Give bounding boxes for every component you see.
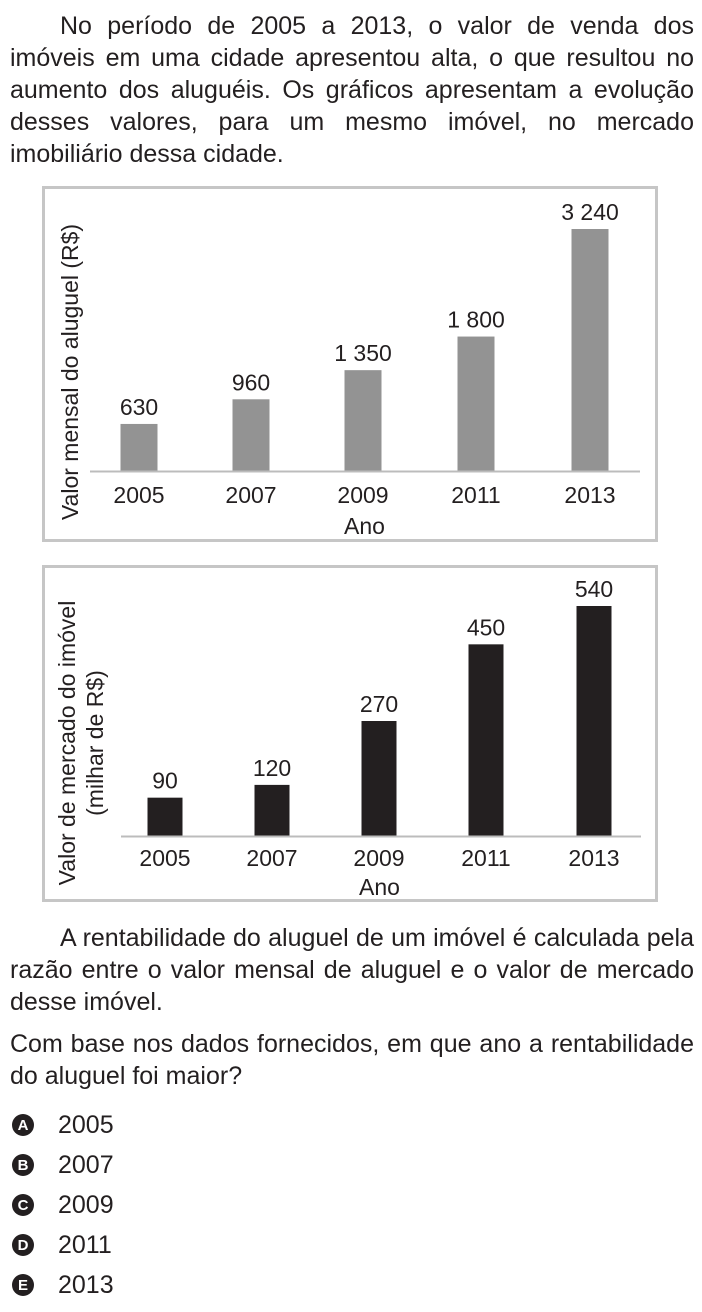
bar-2013 (571, 229, 609, 471)
data-label-2013: 3 240 (561, 199, 619, 225)
data-label-2005: 90 (152, 768, 178, 794)
bar-2005 (147, 797, 183, 836)
data-label-2009: 1 350 (334, 340, 392, 366)
option-b[interactable]: B 2007 (10, 1145, 114, 1185)
x-tick-label-2009: 2009 (353, 845, 404, 871)
x-tick-label-2011: 2011 (461, 845, 510, 871)
x-axis-title: Ano (344, 513, 385, 539)
answer-options: A 2005 B 2007 C 2009 D 2011 E 2013 (10, 1105, 114, 1305)
y-axis-title-line-0: Valor de mercado do imóvel (54, 601, 80, 886)
data-label-2011: 450 (467, 614, 505, 640)
y-axis-title-line-1: (milhar de R$) (82, 670, 108, 816)
x-tick-label-2007: 2007 (246, 845, 297, 871)
market-value-chart-svg: 90 2005 120 2007 270 2009 450 2011 540 2013 Ano Val… (54, 576, 641, 899)
x-tick-label-2011: 2011 (451, 482, 500, 508)
question-definition: A rentabilidade do aluguel de um imóvel … (10, 924, 694, 1016)
x-tick-label-2013: 2013 (564, 482, 615, 508)
data-label-2009: 270 (360, 691, 398, 717)
option-a-text: 2005 (58, 1111, 114, 1139)
market-value-chart: 90 2005 120 2007 270 2009 450 2011 540 2013 Ano Val… (42, 565, 658, 902)
option-e-text: 2013 (58, 1271, 114, 1299)
bar-2009 (361, 721, 397, 836)
x-tick-label-2007: 2007 (225, 482, 276, 508)
question-intro: No período de 2005 a 2013, o valor de ve… (10, 12, 694, 168)
question-prompt: Com base nos dados fornecidos, em que an… (10, 1030, 694, 1090)
option-b-text: 2007 (58, 1151, 114, 1179)
x-tick-label-2009: 2009 (337, 482, 388, 508)
bar-2009 (344, 370, 382, 471)
option-e[interactable]: E 2013 (10, 1265, 114, 1305)
option-c-text: 2009 (58, 1191, 114, 1219)
bar-2011 (457, 336, 495, 471)
data-label-2007: 120 (253, 755, 291, 781)
option-a-letter-icon: A (12, 1114, 34, 1136)
bar-2005 (120, 423, 158, 471)
option-b-letter-icon: B (12, 1154, 34, 1176)
rent-chart-svg: 630 2005 960 2007 1 350 2009 1 800 2011 3 240 201… (57, 199, 640, 539)
option-e-letter-icon: E (12, 1274, 34, 1296)
data-label-2011: 1 800 (447, 307, 505, 333)
option-c[interactable]: C 2009 (10, 1185, 114, 1225)
option-d-letter-icon: D (12, 1234, 34, 1256)
x-axis-title: Ano (359, 874, 400, 899)
option-a[interactable]: A 2005 (10, 1105, 114, 1145)
x-tick-label-2005: 2005 (113, 482, 164, 508)
x-tick-label-2013: 2013 (568, 845, 619, 871)
y-axis-title-line-0: Valor mensal do aluguel (R$) (57, 224, 83, 520)
rent-chart: 630 2005 960 2007 1 350 2009 1 800 2011 3 240 201… (42, 186, 658, 542)
data-label-2007: 960 (232, 369, 270, 395)
option-d[interactable]: D 2011 (10, 1225, 114, 1265)
bar-2011 (468, 644, 504, 836)
bar-2007 (254, 784, 290, 836)
data-label-2013: 540 (575, 576, 613, 602)
data-label-2005: 630 (120, 394, 158, 420)
bar-2013 (576, 606, 612, 836)
option-c-letter-icon: C (12, 1194, 34, 1216)
x-tick-label-2005: 2005 (139, 845, 190, 871)
bar-2007 (232, 399, 270, 471)
option-d-text: 2011 (58, 1231, 112, 1259)
